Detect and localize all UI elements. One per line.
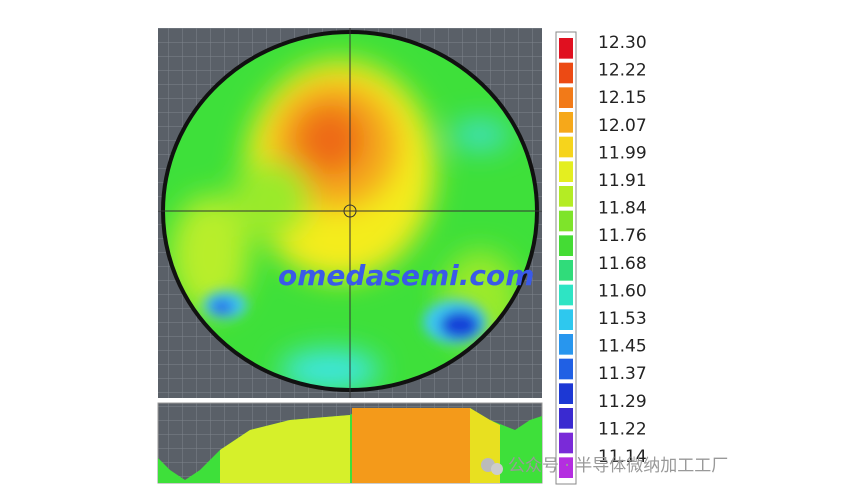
colorbar-label: 11.84 <box>598 199 647 219</box>
colorbar-swatch <box>559 235 573 256</box>
colorbar-swatch <box>559 87 573 108</box>
colorbar-label: 11.68 <box>598 254 647 274</box>
colorbar-label: 11.53 <box>598 309 647 329</box>
wechat-icon <box>491 463 503 475</box>
colorbar-label: 12.07 <box>598 116 647 136</box>
colorbar-label: 11.99 <box>598 143 647 163</box>
colorbar-swatch <box>559 62 573 84</box>
colorbar-label: 11.37 <box>598 364 647 384</box>
colorbar-label: 11.60 <box>598 281 647 301</box>
colorbar-label: 11.14 <box>598 447 647 467</box>
colorbar-label: 11.29 <box>598 392 647 412</box>
colorbar-swatch <box>559 136 573 158</box>
colorbar-label: 12.22 <box>598 61 647 81</box>
colorbar-label: 12.15 <box>598 88 647 108</box>
colorbar-swatch <box>559 383 573 404</box>
colorbar-swatch <box>559 38 573 59</box>
colorbar-swatch <box>559 112 573 133</box>
colorbar-label: 11.91 <box>598 171 647 191</box>
colorbar-swatch <box>559 408 573 429</box>
colorbar-label: 12.30 <box>598 33 647 53</box>
colorbar-swatch <box>559 432 573 454</box>
profile <box>158 408 542 483</box>
colorbar-swatch <box>559 260 573 281</box>
colorbar: 12.30 12.22 12.15 12.07 11.99 11.91 11.84 11.76… <box>559 33 647 478</box>
colorbar-swatch <box>559 284 573 306</box>
colorbar-label: 11.45 <box>598 337 647 357</box>
watermark: omedasemi.com <box>278 259 534 292</box>
colorbar-label: 11.22 <box>598 419 647 439</box>
colorbar-swatch <box>559 358 573 380</box>
colorbar-swatch <box>559 309 573 330</box>
colorbar-label: 11.76 <box>598 226 647 246</box>
colorbar-swatch <box>559 186 573 207</box>
footer-text: 公众号 · 半导体微纳加工工厂 <box>508 456 728 476</box>
colorbar-swatch <box>559 334 573 355</box>
colorbar-swatch <box>559 161 573 182</box>
colorbar-swatch <box>559 457 573 478</box>
footer: 公众号 · 半导体微纳加工工厂 <box>481 456 728 476</box>
colorbar-swatch <box>559 210 573 232</box>
center-mark <box>343 204 357 218</box>
